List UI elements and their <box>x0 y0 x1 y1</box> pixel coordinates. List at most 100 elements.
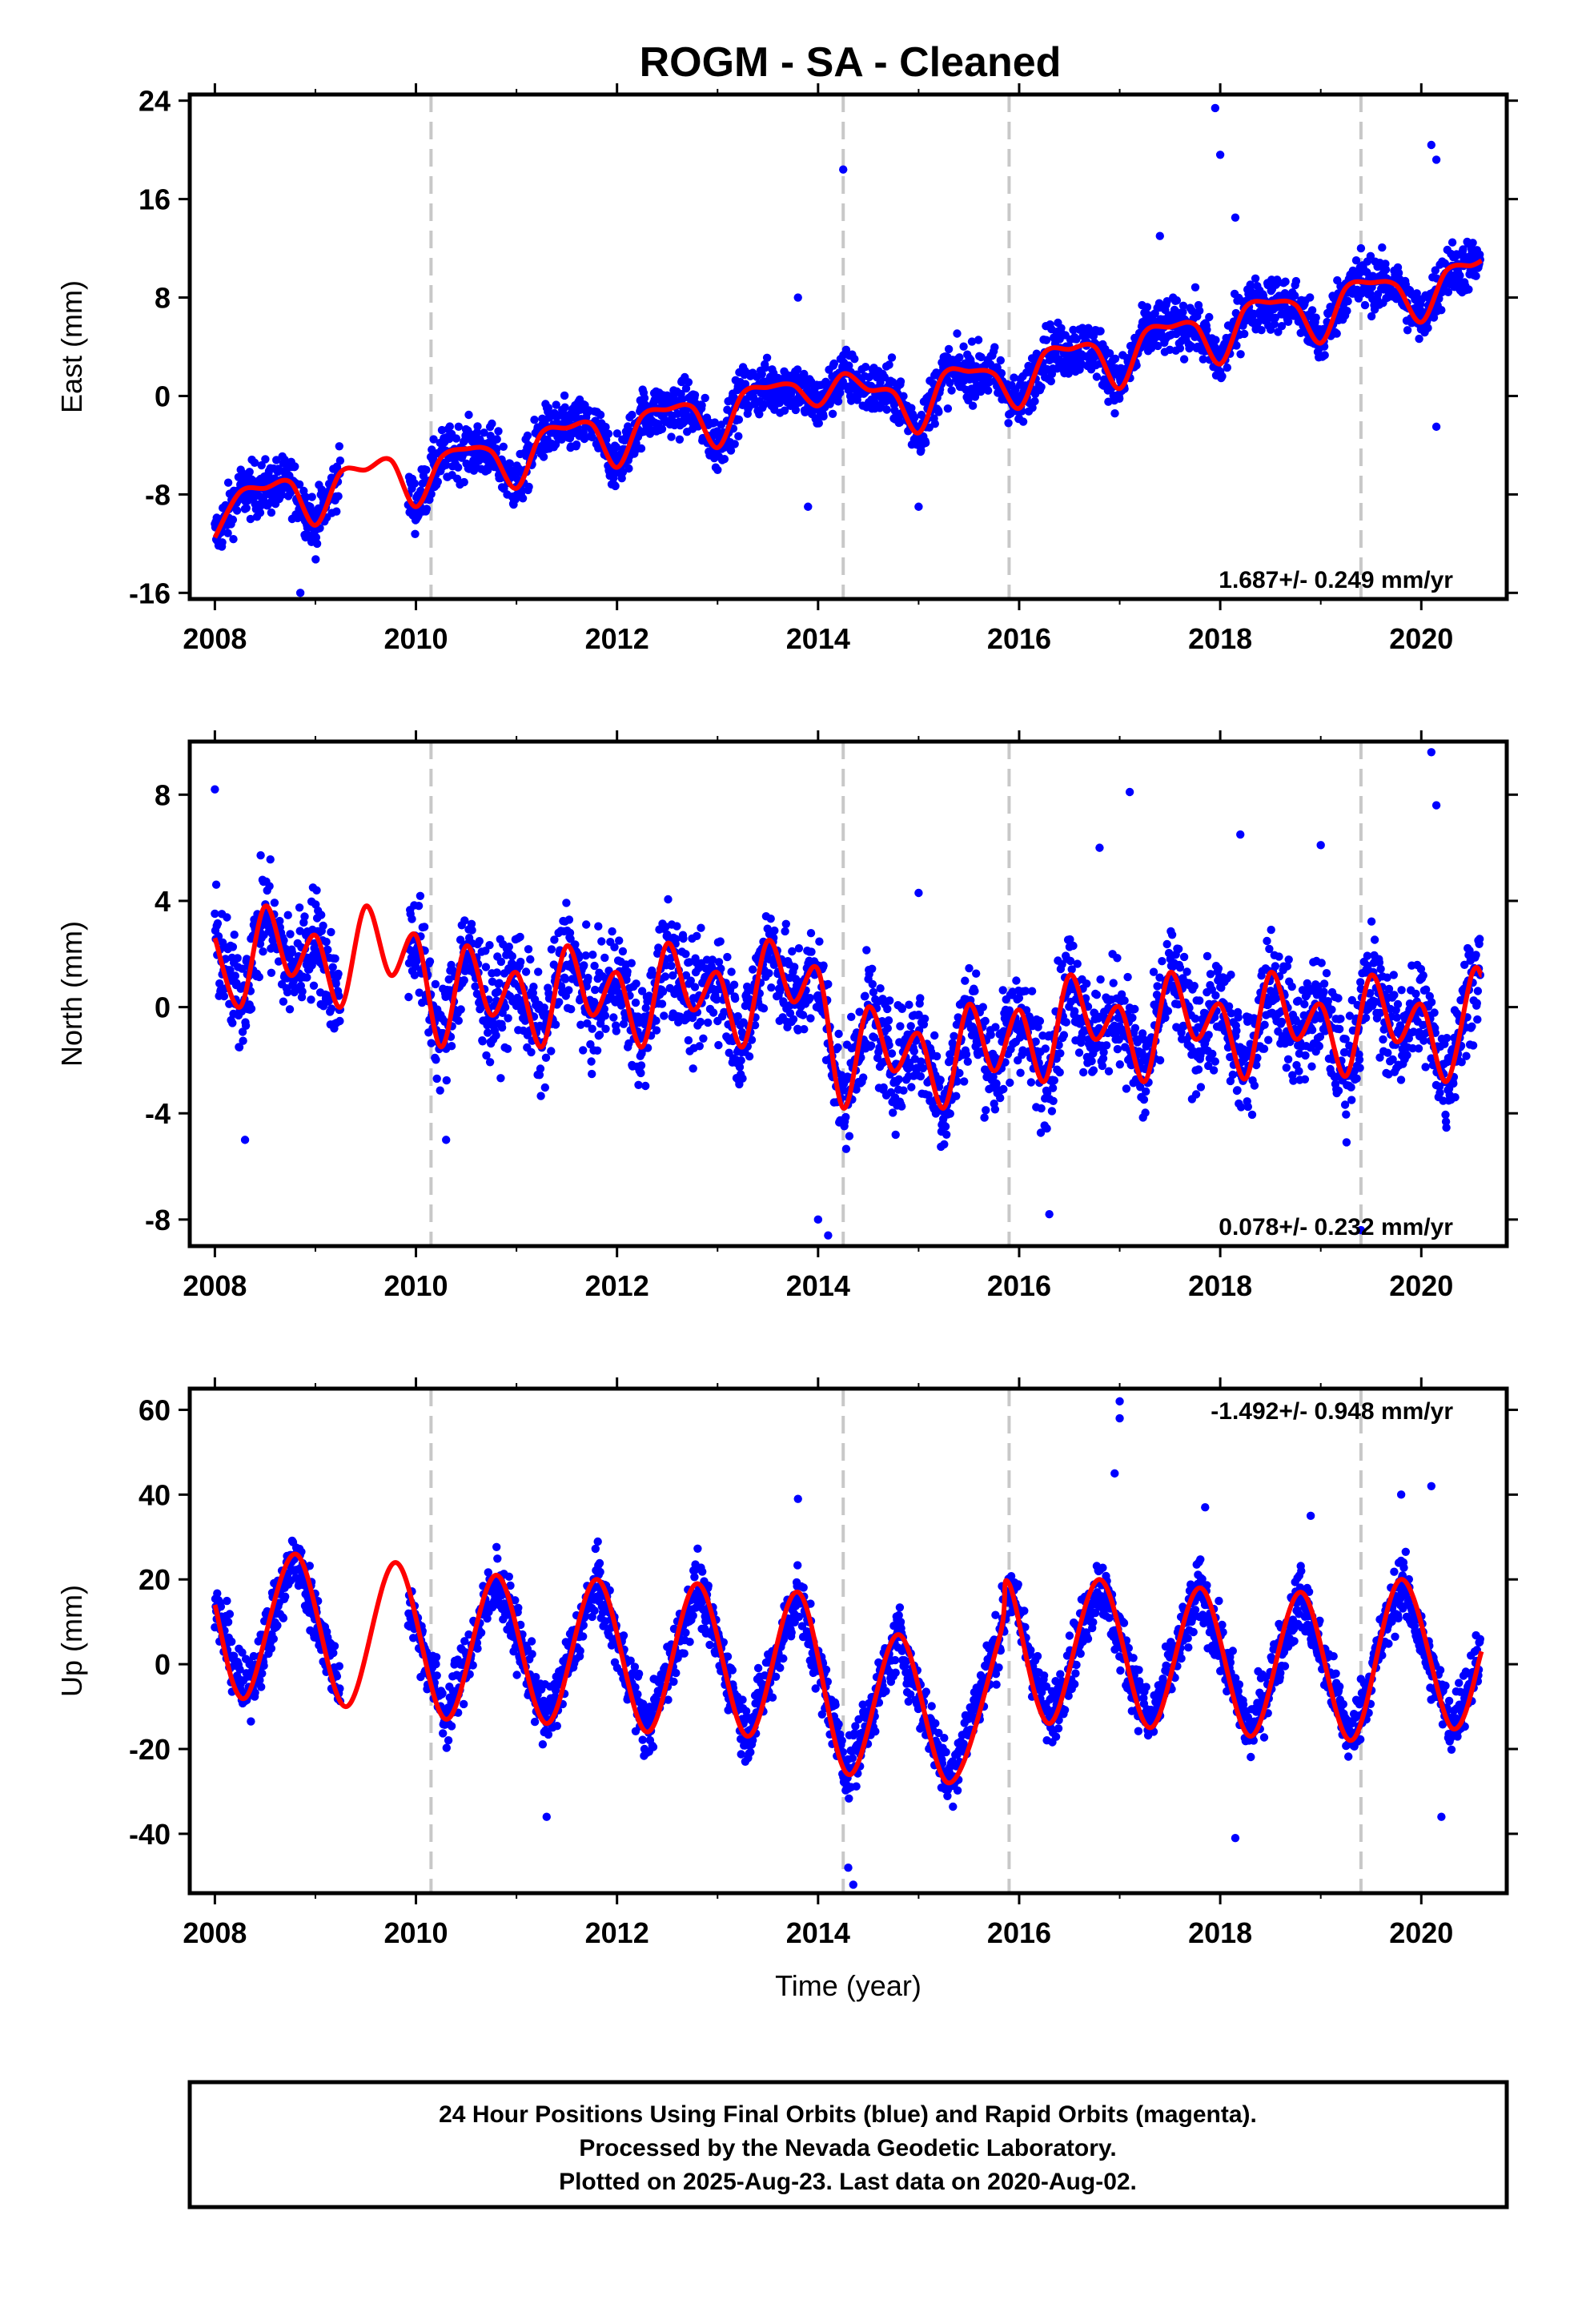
north-data-point <box>1208 1049 1217 1059</box>
east-data-point <box>1205 312 1214 322</box>
east-data-point <box>828 409 837 418</box>
north-data-point <box>484 1028 492 1037</box>
east-data-point <box>1271 313 1280 322</box>
north-data-point <box>432 1055 440 1064</box>
east-data-point <box>499 442 508 451</box>
east-data-point <box>1257 326 1266 335</box>
north-data-point <box>327 1004 336 1013</box>
north-data-point <box>1195 996 1204 1005</box>
north-data-point <box>1163 1007 1173 1015</box>
east-data-point <box>684 378 693 387</box>
north-data-point <box>932 1051 942 1061</box>
north-data-point <box>1120 996 1129 1005</box>
north-data-point <box>689 1064 697 1073</box>
east-data-point <box>1142 303 1152 312</box>
east-data-point <box>1010 373 1018 382</box>
east-data-point <box>861 363 870 372</box>
north-data-point <box>788 947 797 956</box>
north-data-point <box>618 947 628 956</box>
north-data-point <box>712 995 721 1004</box>
east-data-point <box>1415 334 1423 344</box>
north-data-point <box>609 1013 618 1022</box>
east-data-point <box>299 486 308 496</box>
north-data-point <box>978 1003 988 1011</box>
north-data-point <box>861 991 869 1000</box>
north-data-point <box>536 1092 545 1100</box>
east-data-point <box>959 342 968 351</box>
east-data-point <box>1366 251 1375 260</box>
north-data-point <box>800 1025 809 1034</box>
east-data-point <box>551 440 560 449</box>
north-data-point <box>1224 1002 1234 1011</box>
north-data-point <box>600 1004 608 1014</box>
north-data-point <box>1300 999 1309 1009</box>
north-data-point <box>408 915 416 923</box>
east-data-point <box>1110 354 1120 364</box>
north-data-point <box>815 937 824 946</box>
north-data-point <box>566 935 575 943</box>
north-data-point <box>241 1021 251 1031</box>
east-data-point <box>494 427 503 436</box>
north-data-point <box>845 1132 854 1140</box>
east-data-point <box>1175 344 1185 353</box>
north-data-point <box>1149 967 1158 976</box>
north-data-point <box>1123 972 1132 982</box>
east-data-point <box>334 492 343 501</box>
north-data-point <box>571 940 580 949</box>
north-data-point <box>970 987 979 995</box>
east-data-point <box>885 360 893 369</box>
north-data-point <box>425 957 435 966</box>
north-data-point <box>1037 1104 1046 1113</box>
north-data-point <box>841 1144 851 1153</box>
east-data-point <box>780 406 789 415</box>
east-data-point <box>604 429 613 438</box>
north-data-point <box>961 976 970 985</box>
north-data-point <box>1327 1005 1336 1015</box>
east-data-point <box>1084 324 1093 332</box>
north-data-point <box>1136 1083 1145 1092</box>
north-data-point <box>588 951 597 959</box>
north-data-point <box>1062 1018 1071 1027</box>
north-data-point <box>690 983 700 991</box>
north-data-point <box>1252 1060 1261 1070</box>
north-data-point <box>238 1027 247 1036</box>
east-data-point <box>974 336 983 344</box>
east-data-point <box>245 468 254 476</box>
east-data-point <box>523 431 532 440</box>
north-data-point <box>1307 1026 1317 1035</box>
north-data-point <box>897 1102 906 1111</box>
north-data-point <box>331 979 340 988</box>
north-data-point <box>1283 1055 1293 1064</box>
north-data-point <box>476 1003 486 1012</box>
east-data-point <box>1423 324 1432 332</box>
east-data-point <box>628 410 636 420</box>
north-data-point <box>980 1113 989 1122</box>
north-data-point <box>600 953 609 963</box>
east-data-points <box>211 103 1485 597</box>
north-data-point <box>493 987 503 996</box>
east-data-point <box>411 529 420 538</box>
east-data-point <box>1072 335 1081 344</box>
north-data-point <box>1341 1035 1350 1043</box>
east-ytick-label: 24 <box>139 85 171 118</box>
north-data-point <box>631 998 640 1007</box>
north-data-point <box>1291 1016 1301 1026</box>
east-data-point <box>544 404 553 412</box>
north-data-point <box>648 971 658 979</box>
east-data-point <box>223 529 232 537</box>
north-data-point <box>1155 973 1164 982</box>
east-data-point <box>1464 285 1473 294</box>
north-data-point <box>322 937 331 947</box>
north-data-point <box>300 912 309 921</box>
north-data-point <box>999 1084 1008 1094</box>
east-data-point <box>917 410 926 420</box>
east-data-point <box>1254 318 1263 327</box>
east-data-point <box>726 446 736 455</box>
north-data-point <box>982 1106 990 1115</box>
north-data-point <box>478 1037 487 1046</box>
north-data-point <box>686 976 695 985</box>
north-data-point <box>1041 1044 1050 1053</box>
east-data-point <box>1431 266 1440 275</box>
north-data-point <box>1247 1110 1257 1120</box>
north-data-point <box>266 855 275 864</box>
